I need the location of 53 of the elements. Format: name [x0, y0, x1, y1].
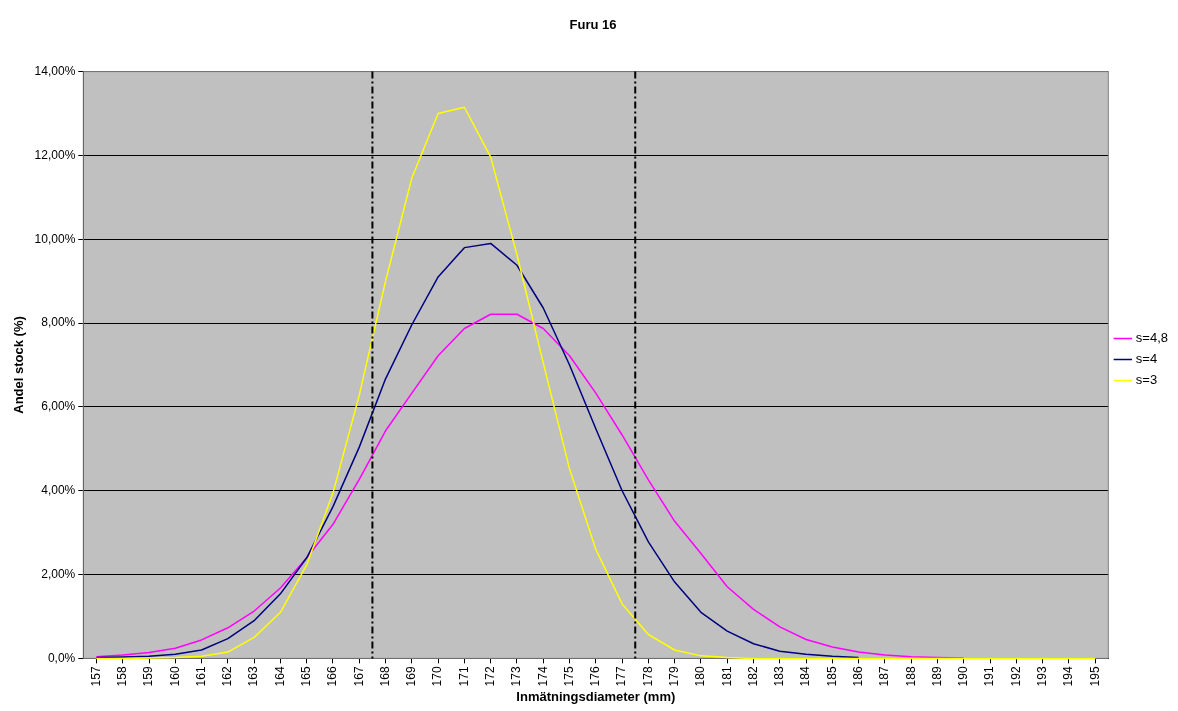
x-tick-label: 182 [745, 666, 760, 687]
x-tick-label: 173 [509, 666, 524, 687]
x-tick-label: 188 [903, 666, 918, 687]
x-tick-label: 183 [772, 666, 787, 687]
x-tick-label: 184 [798, 666, 813, 687]
x-tick-label: 174 [535, 666, 550, 687]
y-tick-label: 6,00% [41, 399, 76, 414]
x-tick-label: 193 [1034, 666, 1049, 687]
x-tick-label: 159 [141, 666, 156, 687]
x-tick-label: 187 [877, 666, 892, 687]
x-tick-label: 170 [430, 666, 445, 687]
x-tick-label: 192 [1008, 666, 1023, 687]
x-tick-label: 166 [325, 666, 340, 687]
x-tick-label: 168 [377, 666, 392, 687]
x-tick-label: 160 [167, 666, 182, 687]
y-tick-label: 4,00% [41, 483, 76, 498]
legend-label: s=4 [1135, 351, 1158, 367]
x-tick-label: 172 [483, 666, 497, 687]
x-tick-label: 171 [456, 666, 471, 687]
y-tick-label: 12,00% [34, 147, 76, 162]
x-tick-label: 194 [1061, 666, 1076, 687]
x-tick-label: 185 [824, 666, 839, 687]
x-tick-label: 164 [272, 666, 287, 687]
x-tick-label: 180 [693, 666, 708, 687]
x-tick-label: 189 [929, 666, 944, 687]
y-tick-label: 14,00% [34, 63, 76, 78]
x-tick-label: 179 [666, 666, 681, 687]
x-tick-label: 165 [299, 666, 314, 687]
x-tick-label: 191 [982, 666, 997, 687]
y-tick-label: 8,00% [41, 315, 76, 330]
x-axis-title: Inmätningsdiameter (mm) [516, 688, 676, 704]
y-tick-label: 2,00% [41, 566, 76, 581]
x-tick-label: 163 [246, 666, 261, 687]
x-tick-label: 158 [115, 666, 130, 687]
y-tick-label: 0,0% [47, 650, 76, 665]
x-tick-label: 177 [614, 666, 629, 687]
x-tick-label: 157 [88, 666, 103, 687]
y-axis-title: Andel stock (%) [11, 316, 27, 414]
x-tick-label: 161 [193, 666, 208, 687]
x-tick-label: 167 [351, 666, 366, 687]
y-tick-label: 10,00% [34, 231, 76, 246]
x-tick-label: 162 [220, 666, 235, 687]
chart-title: Furu 16 [569, 17, 617, 33]
x-tick-label: 190 [956, 666, 971, 687]
legend-label: s=3 [1135, 372, 1158, 388]
x-tick-label: 186 [850, 666, 865, 687]
x-tick-label: 176 [588, 666, 603, 687]
legend-label: s=4,8 [1135, 330, 1169, 346]
x-tick-label: 178 [640, 666, 655, 687]
x-tick-label: 175 [561, 666, 576, 687]
x-tick-label: 195 [1087, 666, 1102, 687]
x-tick-label: 169 [404, 666, 419, 687]
x-tick-label: 181 [719, 666, 734, 687]
